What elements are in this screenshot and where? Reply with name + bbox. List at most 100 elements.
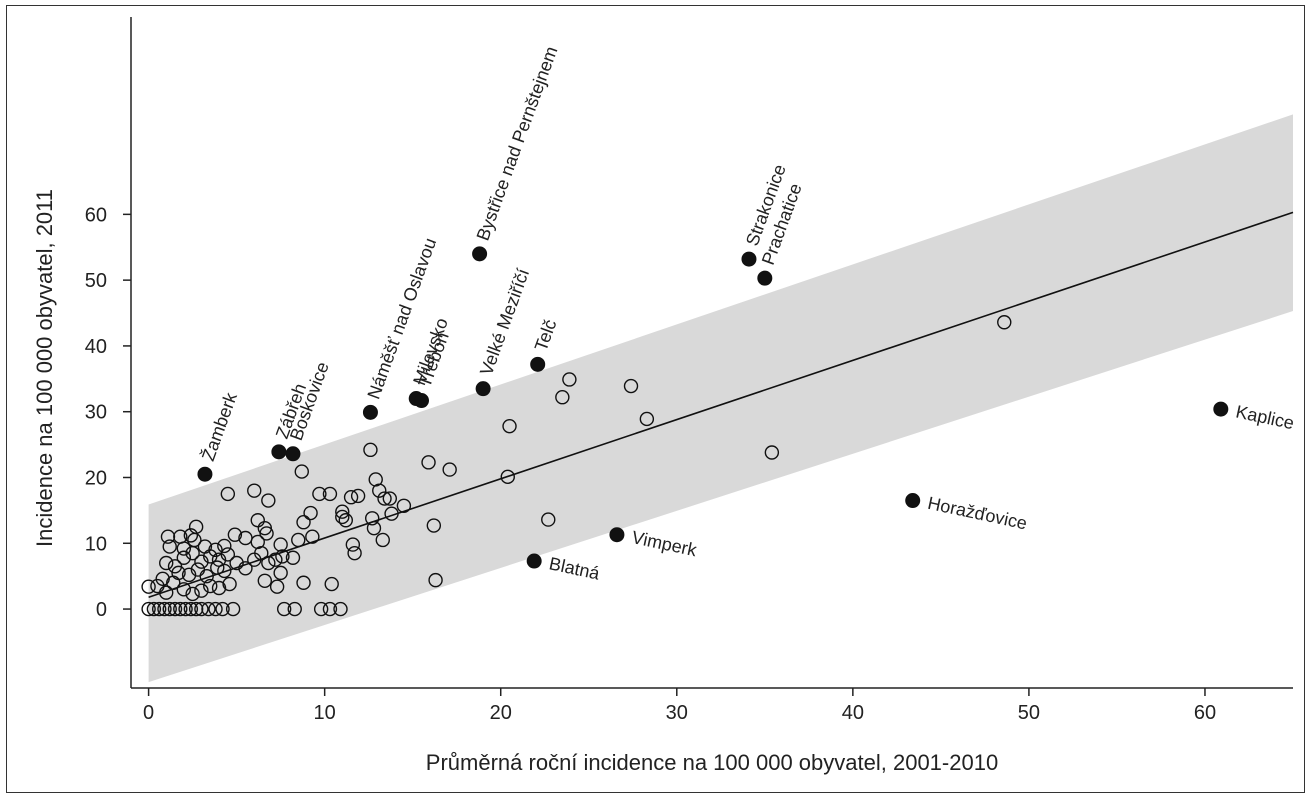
data-point xyxy=(296,575,311,590)
x-tick-label: 60 xyxy=(1194,702,1216,724)
data-point xyxy=(178,601,193,617)
data-point xyxy=(188,519,204,535)
data-point xyxy=(333,601,348,617)
point-label: Bystřice nad Pernštejnem xyxy=(473,44,562,244)
data-point xyxy=(217,538,232,554)
data-point xyxy=(146,601,162,617)
data-point xyxy=(384,506,399,521)
data-point xyxy=(194,583,209,598)
data-point xyxy=(208,542,223,558)
y-tick-label: 10 xyxy=(85,533,107,555)
data-point xyxy=(201,601,216,617)
data-point xyxy=(375,532,390,548)
data-point xyxy=(363,442,378,458)
data-point xyxy=(210,560,225,575)
data-point xyxy=(343,490,359,505)
point-label: Kaplice xyxy=(1234,401,1296,433)
data-point xyxy=(208,601,223,617)
data-point xyxy=(261,493,276,508)
prediction-band-layer xyxy=(148,114,1293,683)
data-point xyxy=(220,486,236,502)
x-tick-label: 40 xyxy=(842,702,864,724)
data-point xyxy=(366,520,382,536)
y-tick-label: 0 xyxy=(96,599,107,621)
data-point xyxy=(155,571,170,586)
data-point xyxy=(997,315,1012,330)
data-point xyxy=(269,579,285,594)
data-point xyxy=(442,462,457,477)
data-point xyxy=(151,601,167,617)
data-point xyxy=(426,518,442,533)
highlighted-point xyxy=(285,446,301,462)
data-point xyxy=(365,511,380,526)
data-point xyxy=(229,555,244,571)
data-point xyxy=(322,486,338,502)
data-point xyxy=(167,559,183,574)
data-point xyxy=(215,601,230,617)
data-point xyxy=(157,601,172,617)
point-label: Žamberk xyxy=(198,389,241,464)
data-point xyxy=(194,601,209,617)
data-point xyxy=(181,567,197,583)
data-point xyxy=(428,572,443,588)
data-point xyxy=(257,520,273,536)
data-point xyxy=(162,539,177,554)
regression-line xyxy=(148,211,1294,598)
axes-layer: 0 10 20 30 40 50 60 0 10 20 30 40 50 60 xyxy=(85,17,1293,724)
data-point xyxy=(203,578,218,594)
data-point xyxy=(287,601,302,617)
data-point xyxy=(197,539,213,554)
prediction-band xyxy=(148,114,1293,683)
highlighted-point xyxy=(609,527,625,543)
data-point xyxy=(294,464,309,479)
data-point xyxy=(162,601,177,617)
highlighted-point xyxy=(1213,401,1229,417)
data-point xyxy=(396,498,412,513)
data-point xyxy=(382,491,398,506)
points-layer xyxy=(141,246,1229,617)
data-point xyxy=(764,445,780,460)
data-point xyxy=(296,515,311,530)
y-tick-label: 60 xyxy=(85,204,107,226)
point-label: Vimperk xyxy=(630,527,699,560)
data-point xyxy=(276,601,292,617)
x-tick-label: 10 xyxy=(314,702,336,724)
data-point xyxy=(335,504,350,519)
data-point xyxy=(322,601,338,617)
data-point xyxy=(377,491,392,506)
data-point xyxy=(211,552,227,567)
highlighted-point xyxy=(414,393,429,409)
highlighted-point xyxy=(475,381,491,397)
data-point xyxy=(541,512,556,527)
data-point xyxy=(199,568,214,584)
data-point xyxy=(250,534,265,550)
point-label: Telč xyxy=(531,317,561,354)
data-point xyxy=(222,576,237,592)
data-point xyxy=(421,455,436,470)
highlighted-point xyxy=(905,493,921,509)
data-point xyxy=(141,601,156,617)
data-point xyxy=(285,550,301,565)
data-point xyxy=(171,565,186,581)
y-tick-label: 40 xyxy=(85,336,107,358)
x-tick-label: 20 xyxy=(490,702,512,724)
data-point xyxy=(562,372,577,387)
data-point xyxy=(305,529,320,544)
data-point xyxy=(176,582,192,597)
data-point xyxy=(502,418,517,434)
highlighted-point xyxy=(362,404,378,420)
data-point xyxy=(227,527,243,542)
highlighted-point xyxy=(271,444,287,460)
data-point xyxy=(312,486,327,502)
data-point xyxy=(167,601,183,617)
x-tick-label: 50 xyxy=(1018,702,1040,724)
point-label: Blatná xyxy=(547,553,602,583)
data-point xyxy=(623,378,639,394)
data-point xyxy=(257,573,273,588)
data-point xyxy=(335,509,350,525)
data-point xyxy=(273,565,288,581)
data-point xyxy=(345,537,361,552)
highlighted-point xyxy=(741,251,757,267)
data-point xyxy=(183,528,199,543)
